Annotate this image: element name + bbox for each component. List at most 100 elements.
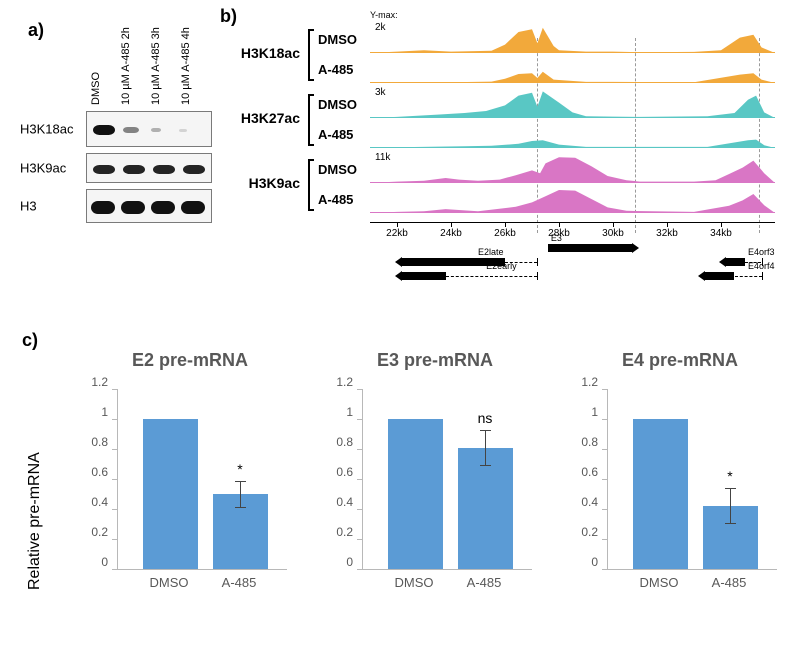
blot-band [121, 201, 145, 214]
gene-bar [705, 272, 735, 280]
bar-chart: E2 pre-mRNA00.20.40.60.811.2*DMSOA-485 [75, 350, 305, 620]
bar [388, 419, 443, 569]
blot-col-label: 10 µM A-485 3h [150, 27, 162, 105]
blot-col-label: DMSO [90, 72, 102, 105]
track-condition-label: DMSO [318, 97, 368, 112]
y-tick-label: 0.2 [336, 525, 353, 539]
ruler-tick-label: 32kb [656, 228, 678, 239]
x-tick-label: DMSO [150, 575, 189, 590]
track-bracket [308, 159, 314, 211]
x-tick-label: A-485 [712, 575, 747, 590]
bar-chart: E3 pre-mRNA 0 0.2 0.4 0.6 0.8 1 1.2 ns DMSO A-485 [320, 350, 550, 620]
bar [633, 419, 688, 569]
blot-band [151, 128, 161, 132]
blot-band [153, 165, 175, 174]
y-tick-label: 1.2 [91, 375, 108, 389]
ruler-tick-label: 34kb [710, 228, 732, 239]
blot-row: H3K9ac [20, 153, 215, 183]
y-tick-label: 0.4 [336, 495, 353, 509]
blot-band [123, 165, 145, 174]
y-tick-label: 1.2 [336, 375, 353, 389]
y-tick-label: 0.6 [336, 465, 353, 479]
blot-row: H3 [20, 189, 215, 223]
error-bar [240, 481, 241, 508]
y-tick-label: 1 [101, 405, 108, 419]
genome-track [370, 90, 775, 118]
blot-row: H3K18ac [20, 111, 215, 147]
plot-area: 00.20.40.60.811.2* [607, 390, 777, 570]
blot-col-label: 10 µM A-485 2h [120, 27, 132, 105]
blot-box [86, 153, 212, 183]
gene-label: E4orf4 [748, 261, 775, 271]
blot-band [93, 125, 115, 135]
ymax-header: Y-max: [370, 10, 398, 20]
blot-col-label: 10 µM A-485 4h [180, 27, 192, 105]
gene-label: E2late [478, 247, 504, 257]
y-axis-label: Relative pre-mRNA [26, 452, 44, 590]
chart-title: E2 pre-mRNA [75, 350, 305, 371]
blot-band [179, 129, 187, 132]
significance-label: * [237, 461, 242, 477]
blot-row-label: H3K18ac [20, 122, 73, 137]
blot-band [123, 127, 139, 133]
chart-title: E4 pre-mRNA [565, 350, 794, 371]
significance-label: * [727, 468, 732, 484]
genome-track [370, 25, 775, 53]
track-bracket [308, 29, 314, 81]
x-tick-label: A-485 [222, 575, 257, 590]
bar [458, 448, 513, 570]
gene-bar [402, 272, 445, 280]
y-tick-label: 0.8 [336, 435, 353, 449]
blot-band [183, 165, 205, 174]
error-bar [730, 488, 731, 524]
gene-arrow-icon [395, 271, 402, 281]
y-tick-label: 1 [346, 405, 353, 419]
gene-label: E4orf3 [748, 247, 775, 257]
y-tick-label: 1 [591, 405, 598, 419]
blot-band [181, 201, 205, 214]
error-bar [485, 430, 486, 466]
ruler-tick-label: 24kb [440, 228, 462, 239]
gene-bar [726, 258, 745, 266]
y-tick-label: 0.8 [581, 435, 598, 449]
track-condition-label: A-485 [318, 62, 368, 77]
y-tick-label: 0 [101, 555, 108, 569]
gene-dash [735, 276, 762, 277]
panel-c-bar-charts: Relative pre-mRNA E2 pre-mRNA00.20.40.60… [20, 330, 780, 640]
y-tick-label: 0 [591, 555, 598, 569]
track-condition-label: DMSO [318, 32, 368, 47]
x-tick-label: DMSO [640, 575, 679, 590]
track-condition-label: A-485 [318, 192, 368, 207]
genome-track [370, 185, 775, 213]
panel-b-genome-tracks: Y-max: 2kH3K18acDMSOA-4853kH3K27acDMSOA-… [220, 10, 785, 310]
gene-dash [446, 276, 538, 277]
track-condition-label: DMSO [318, 162, 368, 177]
blot-row-label: H3 [20, 199, 37, 214]
gene-arrow-icon [719, 257, 726, 267]
y-tick-label: 0.6 [581, 465, 598, 479]
gene-arrow-icon [698, 271, 705, 281]
ruler-tick-label: 30kb [602, 228, 624, 239]
gene-bar [548, 244, 632, 252]
blot-band [151, 201, 175, 214]
blot-row-label: H3K9ac [20, 161, 66, 176]
bar-chart: E4 pre-mRNA 00.20.40.60.811.2* DMSO A-485 [565, 350, 794, 620]
track-bracket [308, 94, 314, 146]
y-tick-label: 0 [346, 555, 353, 569]
blot-band [93, 165, 115, 174]
y-tick-label: 0.4 [581, 495, 598, 509]
y-tick-label: 0.2 [91, 525, 108, 539]
track-mark-label: H3K9ac [230, 175, 300, 191]
x-tick-label: A-485 [467, 575, 502, 590]
y-tick-label: 0.6 [91, 465, 108, 479]
gene-arrow-icon [395, 257, 402, 267]
genome-track [370, 155, 775, 183]
panel-a-western-blot: DMSO 10 µM A-485 2h 10 µM A-485 3h 10 µM A-… [20, 25, 215, 305]
y-tick-label: 0.2 [581, 525, 598, 539]
chart-title: E3 pre-mRNA [320, 350, 550, 371]
track-condition-label: A-485 [318, 127, 368, 142]
significance-label: ns [478, 410, 493, 426]
ruler-tick-label: 26kb [494, 228, 516, 239]
x-tick-label: DMSO [395, 575, 434, 590]
gene-label: E3 [551, 233, 562, 243]
